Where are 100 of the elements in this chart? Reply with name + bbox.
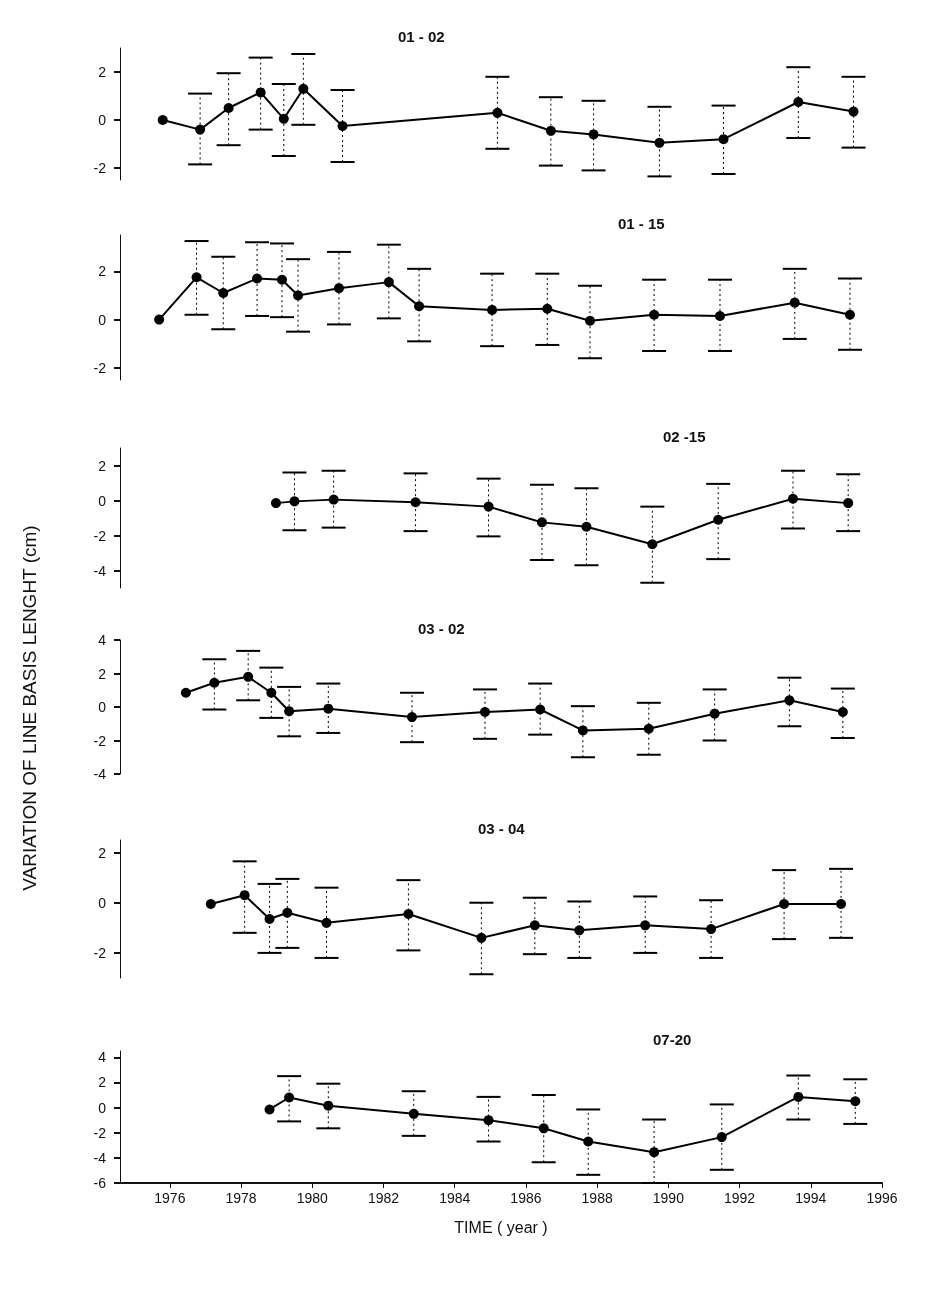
- chart-title: 03 - 04: [478, 820, 526, 837]
- point: [289, 496, 300, 507]
- point: [209, 677, 220, 688]
- x-tick-label: 1980: [296, 1190, 329, 1206]
- point: [277, 274, 288, 285]
- chart-title: 02 -15: [663, 428, 706, 445]
- point: [545, 125, 556, 136]
- point: [848, 106, 859, 117]
- point: [252, 273, 263, 284]
- point: [787, 493, 798, 504]
- point: [536, 517, 547, 528]
- point: [716, 1132, 727, 1143]
- y-tick-label: 0: [98, 112, 107, 128]
- point: [850, 1096, 861, 1107]
- point: [278, 113, 289, 124]
- x-tick-label: 1982: [367, 1190, 400, 1206]
- chart-title: 01 - 15: [618, 215, 665, 232]
- point: [323, 1100, 334, 1111]
- point: [649, 309, 660, 320]
- point: [195, 124, 206, 135]
- point: [718, 134, 729, 145]
- point: [574, 925, 585, 936]
- x-tick-label: 1996: [866, 1190, 898, 1206]
- point: [647, 539, 658, 550]
- point: [154, 314, 165, 325]
- x-tick-label: 1986: [510, 1190, 542, 1206]
- point: [410, 497, 421, 508]
- point: [836, 898, 847, 909]
- point: [223, 103, 234, 113]
- point: [706, 924, 717, 935]
- y-tick-label: -2: [93, 359, 107, 376]
- point: [585, 315, 596, 326]
- point: [581, 521, 592, 532]
- point: [542, 303, 553, 314]
- x-tick-label: 1976: [154, 1190, 186, 1206]
- point: [654, 137, 665, 148]
- y-tick-label: -2: [93, 527, 107, 544]
- chart-title: 07-20: [653, 1031, 692, 1048]
- point: [264, 914, 275, 925]
- point: [266, 687, 277, 698]
- point: [218, 288, 229, 298]
- point: [784, 695, 795, 706]
- point: [157, 115, 168, 125]
- y-tick-label: 2: [98, 1074, 107, 1091]
- point: [492, 107, 503, 118]
- point: [323, 703, 334, 714]
- point: [293, 290, 304, 301]
- y-tick-label: 2: [98, 665, 107, 682]
- point: [577, 725, 588, 736]
- point: [298, 83, 309, 94]
- point: [715, 310, 725, 321]
- point: [640, 920, 651, 931]
- point: [191, 272, 202, 283]
- point: [270, 498, 281, 509]
- point: [239, 890, 250, 901]
- point: [337, 121, 348, 131]
- y-tick-label: -4: [93, 562, 107, 579]
- y-tick-label: 0: [98, 699, 107, 715]
- point: [334, 283, 344, 294]
- chart-title: 01 - 02: [398, 28, 445, 45]
- y-tick-label: -4: [93, 766, 107, 782]
- y-tick-label: 4: [98, 1049, 107, 1066]
- point: [837, 707, 848, 718]
- point: [789, 297, 800, 308]
- point: [793, 97, 804, 107]
- y-tick-label: -2: [93, 160, 107, 176]
- y-tick-label: 0: [98, 1099, 107, 1116]
- point: [284, 706, 295, 717]
- y-tick-label: -2: [93, 944, 107, 961]
- point: [843, 498, 854, 509]
- point: [414, 301, 425, 312]
- x-tick-label: 1992: [723, 1190, 756, 1206]
- point: [529, 920, 540, 931]
- point: [406, 712, 417, 723]
- point: [180, 687, 191, 698]
- point: [264, 1104, 275, 1115]
- y-tick-label: -2: [93, 1124, 107, 1141]
- point: [383, 277, 394, 288]
- y-tick-label: 4: [98, 632, 107, 648]
- point: [408, 1108, 419, 1119]
- point: [583, 1136, 594, 1147]
- x-tick-label: 1984: [439, 1190, 471, 1206]
- x-tick-label: 1994: [795, 1190, 827, 1206]
- y-tick-label: 0: [98, 492, 107, 509]
- chart-title: 03 - 02: [418, 620, 465, 637]
- point: [321, 917, 332, 928]
- y-tick-label: 2: [98, 64, 107, 80]
- x-axis-title: TIME ( year ): [454, 1218, 548, 1236]
- point: [538, 1123, 549, 1134]
- y-tick-label: -2: [93, 732, 107, 749]
- point: [205, 898, 216, 909]
- point: [476, 932, 487, 943]
- point: [649, 1147, 660, 1158]
- point: [243, 671, 254, 682]
- x-tick-label: 1988: [581, 1190, 613, 1206]
- point: [282, 907, 293, 918]
- point: [793, 1091, 804, 1102]
- x-tick-label: 1978: [225, 1190, 257, 1206]
- point: [535, 704, 546, 715]
- point: [255, 87, 266, 98]
